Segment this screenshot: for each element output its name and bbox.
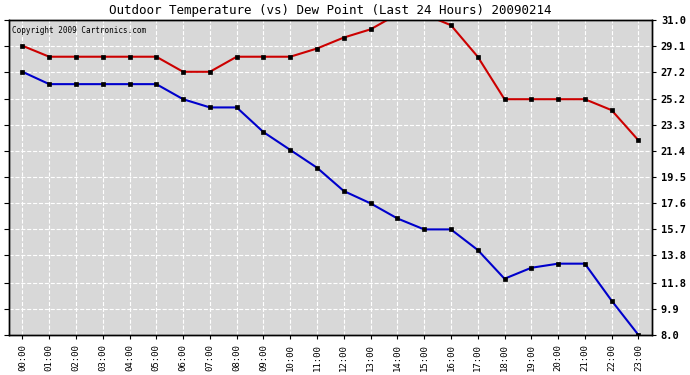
Title: Outdoor Temperature (vs) Dew Point (Last 24 Hours) 20090214: Outdoor Temperature (vs) Dew Point (Last… — [109, 4, 552, 17]
Text: Copyright 2009 Cartronics.com: Copyright 2009 Cartronics.com — [12, 26, 146, 35]
